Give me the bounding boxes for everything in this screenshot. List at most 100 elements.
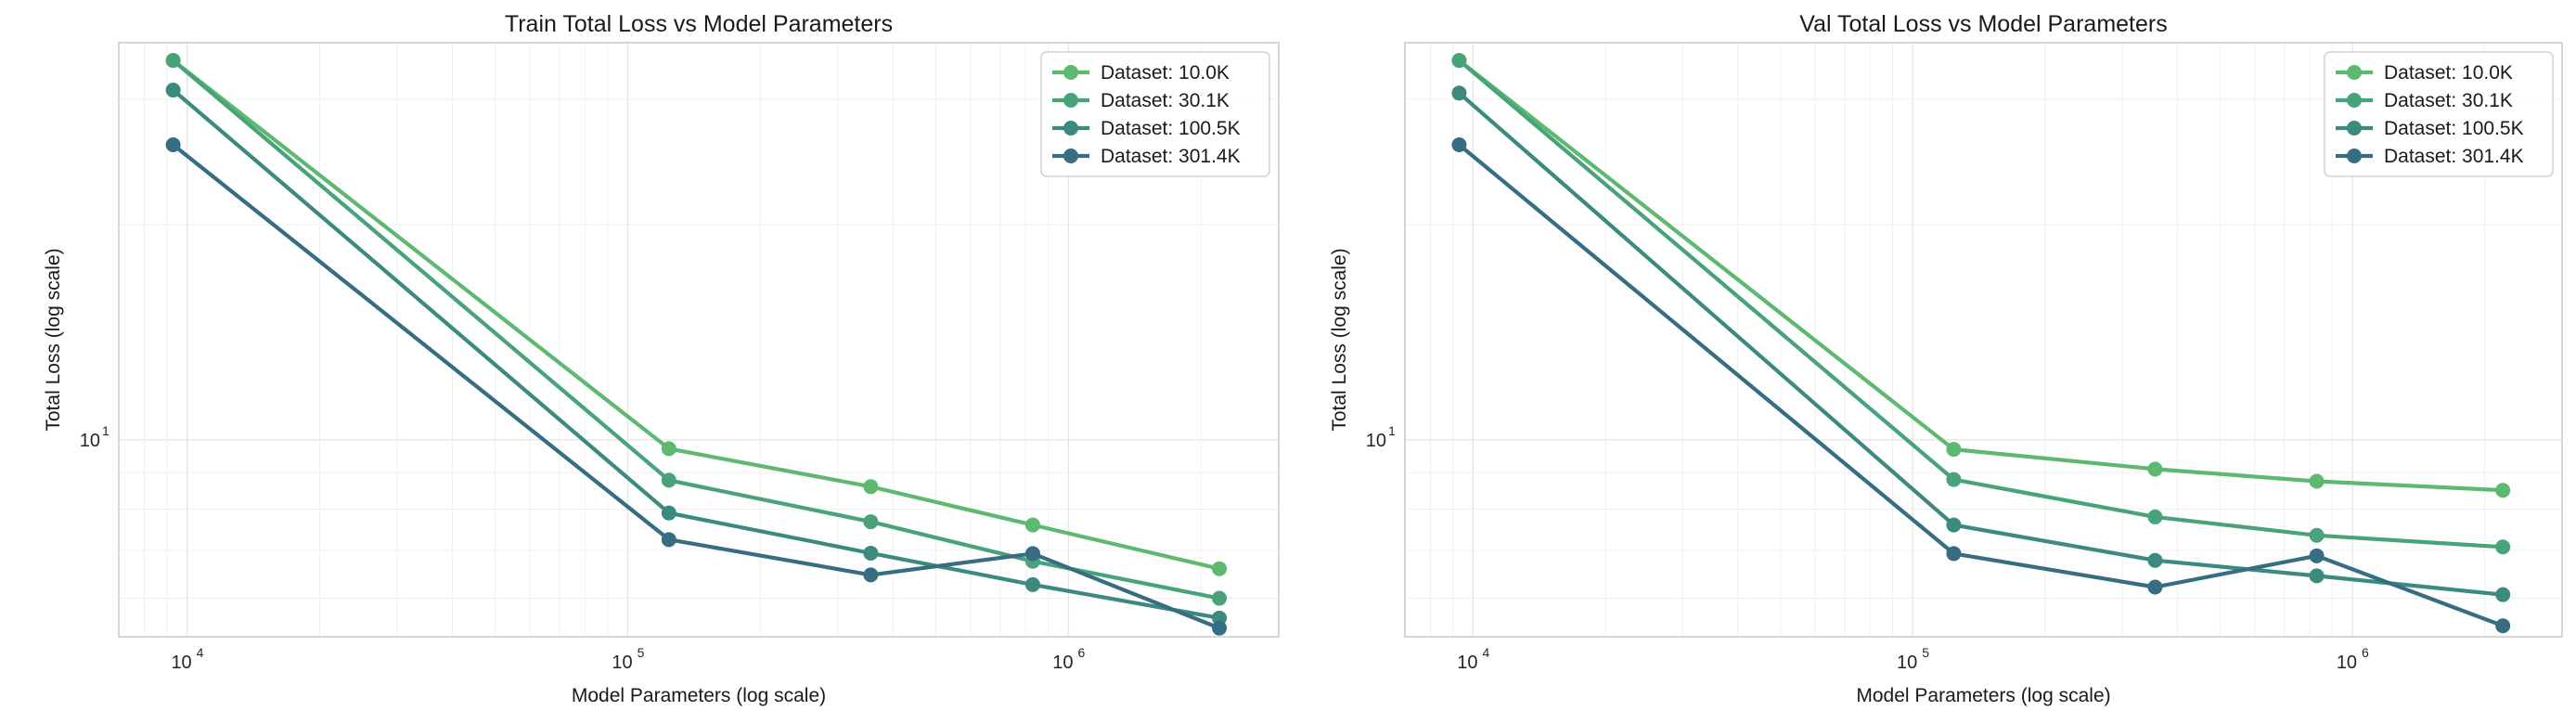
x-axis-label: Model Parameters (log scale) — [572, 685, 826, 706]
legend-item: Dataset: 30.1K — [1052, 90, 1230, 111]
legend-label: Dataset: 30.1K — [2384, 90, 2513, 111]
x-tick-exponent: 6 — [1078, 645, 1086, 660]
data-point — [1024, 517, 1040, 533]
data-point — [1212, 620, 1228, 636]
data-point — [2309, 548, 2325, 563]
series-2 — [1451, 53, 2511, 555]
data-point — [1946, 472, 1962, 487]
series-4 — [1451, 136, 2511, 634]
x-tick-exponent: 5 — [638, 645, 645, 660]
legend-item: Dataset: 301.4K — [2336, 146, 2524, 167]
data-point — [1946, 442, 1962, 458]
data-point — [1024, 576, 1040, 592]
series-2 — [165, 53, 1228, 606]
data-point — [1212, 590, 1228, 606]
legend-item: Dataset: 301.4K — [1052, 146, 1241, 167]
data-point — [2309, 527, 2325, 543]
legend: Dataset: 10.0K Dataset: 30.1K Dataset: 100… — [2324, 51, 2554, 177]
data-point — [165, 83, 181, 98]
data-point — [863, 545, 879, 561]
legend-label: Dataset: 30.1K — [1101, 90, 1230, 111]
x-tick-label: 10 — [612, 653, 632, 673]
series-4 — [165, 136, 1228, 636]
legend-label: Dataset: 10.0K — [2384, 62, 2513, 84]
data-point — [2147, 552, 2163, 568]
x-axis-label: Model Parameters (log scale) — [1856, 685, 2110, 706]
grid — [1404, 43, 2563, 637]
y-axis-label: Total Loss (log scale) — [43, 248, 64, 431]
legend-box — [1040, 51, 1270, 177]
x-tick-exponent: 5 — [1922, 645, 1929, 660]
y-tick-exponent: 1 — [1388, 423, 1396, 438]
legend-swatch-marker — [2347, 121, 2362, 136]
legend-box — [2324, 51, 2554, 177]
data-point — [2147, 579, 2163, 595]
data-point — [2495, 483, 2511, 498]
x-tick-label: 10 — [2337, 653, 2357, 673]
x-tick-label: 10 — [1897, 653, 1917, 673]
legend-swatch-marker — [1063, 149, 1078, 163]
x-tick-label: 10 — [1457, 653, 1477, 673]
data-point — [2309, 473, 2325, 489]
legend-label: Dataset: 10.0K — [1101, 62, 1230, 84]
y-tick-exponent: 1 — [102, 423, 109, 438]
legend-item: Dataset: 30.1K — [2336, 90, 2513, 111]
data-point — [2495, 539, 2511, 555]
legend-item: Dataset: 10.0K — [2336, 62, 2513, 84]
data-point — [661, 441, 676, 457]
data-point — [661, 505, 676, 521]
data-point — [863, 479, 879, 495]
legend-label: Dataset: 100.5K — [2384, 118, 2524, 139]
data-point — [1451, 85, 1467, 101]
plot-frame — [1404, 42, 2563, 638]
x-tick-label: 10 — [1052, 653, 1073, 673]
data-point — [2309, 568, 2325, 584]
plot-frame — [118, 42, 1280, 638]
legend: Dataset: 10.0K Dataset: 30.1K Dataset: 100… — [1040, 51, 1270, 177]
chart-title: Val Total Loss vs Model Parameters — [1799, 11, 2167, 37]
data-point — [2495, 618, 2511, 634]
data-point — [1451, 53, 1467, 69]
series-3 — [1451, 85, 2511, 602]
legend-swatch-marker — [1063, 121, 1078, 136]
x-tick-exponent: 6 — [2362, 645, 2369, 660]
data-point — [661, 472, 676, 488]
series-line — [171, 142, 1222, 630]
data-point — [1212, 561, 1228, 576]
y-tick-label: 10 — [80, 431, 100, 451]
x-tick-label: 10 — [171, 653, 191, 673]
y-axis-label: Total Loss (log scale) — [1329, 248, 1350, 431]
legend-item: Dataset: 100.5K — [1052, 118, 1241, 139]
legend-swatch-marker — [1063, 65, 1078, 80]
data-point — [1946, 546, 1962, 562]
data-point — [165, 53, 181, 69]
legend-swatch-marker — [2347, 149, 2362, 163]
legend-item: Dataset: 100.5K — [2336, 118, 2524, 139]
data-point — [2495, 587, 2511, 602]
data-point — [2147, 461, 2163, 477]
grid — [118, 43, 1280, 637]
data-point — [1946, 517, 1962, 533]
data-point — [165, 136, 181, 152]
legend-swatch-marker — [2347, 93, 2362, 108]
data-point — [1451, 136, 1467, 152]
data-point — [661, 532, 676, 548]
chart-title: Train Total Loss vs Model Parameters — [505, 11, 893, 37]
legend-swatch-marker — [2347, 65, 2362, 80]
data-point — [863, 514, 879, 530]
x-tick-exponent: 4 — [197, 645, 204, 660]
legend-label: Dataset: 100.5K — [1101, 118, 1241, 139]
x-tick-exponent: 4 — [1482, 645, 1489, 660]
y-tick-label: 10 — [1366, 431, 1386, 451]
series-line — [1457, 142, 2505, 628]
legend-label: Dataset: 301.4K — [1101, 146, 1241, 167]
data-point — [1024, 546, 1040, 562]
data-point — [2147, 509, 2163, 524]
data-point — [863, 567, 879, 583]
legend-label: Dataset: 301.4K — [2384, 146, 2524, 167]
legend-swatch-marker — [1063, 93, 1078, 108]
legend-item: Dataset: 10.0K — [1052, 62, 1230, 84]
